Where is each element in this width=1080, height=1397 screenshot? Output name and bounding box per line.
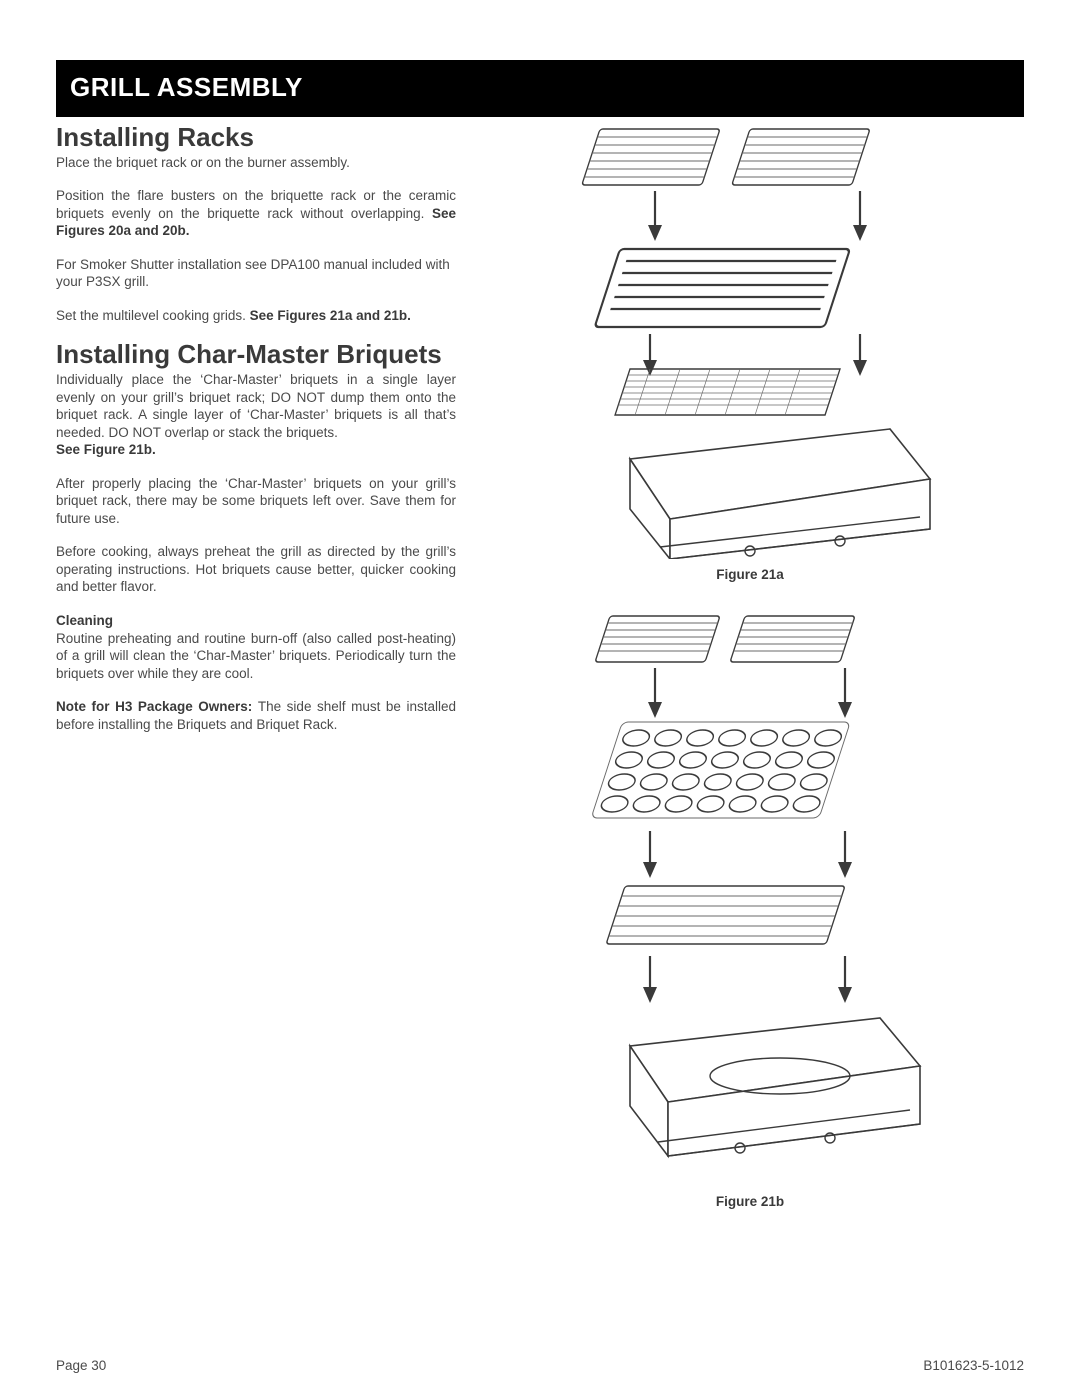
figure-21b-diagram [570,606,930,1186]
racks-p4-ref: See Figures 21a and 21b. [250,308,411,323]
page-footer: Page 30 B101623-5-1012 [56,1358,1024,1373]
section-header-bar: GRILL ASSEMBLY [56,60,1024,117]
footer-doc-number: B101623-5-1012 [923,1358,1024,1373]
racks-p4: Set the multilevel cooking grids. See Fi… [56,307,456,325]
briquets-p1b: See Figure 21b. [56,441,456,459]
racks-p2: Position the flare busters on the brique… [56,187,456,240]
two-column-layout: Installing Racks Place the briquet rack … [56,119,1024,1233]
figure-21b-caption: Figure 21b [716,1194,784,1209]
briquets-p3: Before cooking, always preheat the grill… [56,543,456,596]
heading-installing-briquets: Installing Char-Master Briquets [56,340,456,369]
heading-installing-racks: Installing Racks [56,123,456,152]
figure-column: Figure 21a [476,119,1024,1233]
text-column: Installing Racks Place the briquet rack … [56,119,456,1233]
cleaning-heading: Cleaning [56,612,456,630]
briquets-p1b-ref: See Figure 21b. [56,442,156,457]
racks-p4-text: Set the multilevel cooking grids. [56,308,250,323]
figure-21a-diagram [560,119,940,559]
racks-p1: Place the briquet rack or on the burner … [56,154,456,172]
briquets-p2: After properly placing the ‘Char-Master’… [56,475,456,528]
figure-21a-caption: Figure 21a [716,567,784,582]
briquets-p1: Individually place the ‘Char-Master’ bri… [56,371,456,441]
racks-p3: For Smoker Shutter installation see DPA1… [56,256,456,291]
page: GRILL ASSEMBLY Installing Racks Place th… [0,0,1080,1397]
header-title: GRILL ASSEMBLY [70,72,303,102]
h3-note-label: Note for H3 Package Owners: [56,699,258,714]
cleaning-heading-text: Cleaning [56,613,113,628]
racks-p2-text: Position the flare busters on the brique… [56,188,456,221]
cleaning-p: Routine preheating and routine burn-off … [56,630,456,683]
footer-page-number: Page 30 [56,1358,106,1373]
h3-note: Note for H3 Package Owners: The side she… [56,698,456,733]
